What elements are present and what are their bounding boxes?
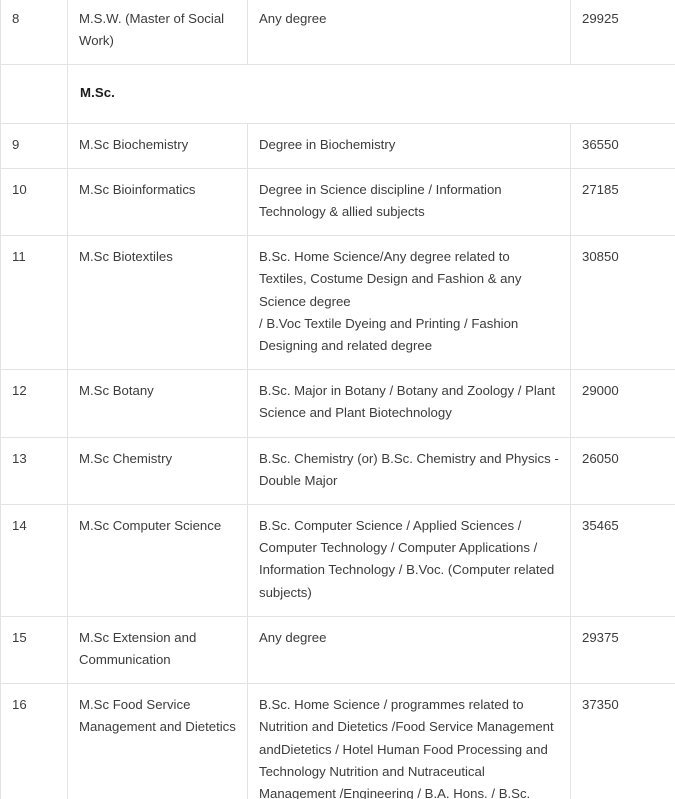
row-course-name: M.Sc Food Service Management and Dieteti…: [67, 683, 248, 799]
row-fee: 29925: [570, 0, 675, 66]
row-serial-number: 10: [0, 167, 68, 237]
row-eligibility: B.Sc. Major in Botany / Botany and Zoolo…: [247, 369, 571, 438]
row-serial-number: 8: [0, 0, 68, 66]
row-fee: 26050: [570, 436, 675, 506]
table-row: 8 M.S.W. (Master of Social Work) Any deg…: [0, 0, 675, 66]
row-serial-number: 12: [0, 369, 68, 438]
row-fee: 36550: [570, 122, 675, 169]
row-fee: 30850: [570, 235, 675, 371]
row-serial-number: 11: [0, 235, 68, 371]
row-fee: 37350: [570, 683, 675, 799]
row-fee: 29375: [570, 615, 675, 685]
table-row: 10 M.Sc Bioinformatics Degree in Science…: [0, 167, 675, 237]
row-course-name: M.Sc Biotextiles: [67, 235, 248, 371]
row-eligibility-line: B.Sc. Home Science/Any degree related to…: [259, 249, 522, 309]
row-course-name: M.Sc Biochemistry: [67, 122, 248, 169]
table-row: 15 M.Sc Extension and Communication Any …: [0, 615, 675, 685]
row-eligibility: Degree in Biochemistry: [247, 122, 571, 169]
row-eligibility: Any degree: [247, 615, 571, 685]
group-serial-blank: [0, 64, 68, 124]
row-course-name: M.Sc Computer Science: [67, 504, 248, 617]
row-eligibility: B.Sc. Home Science/Any degree related to…: [247, 235, 571, 371]
row-eligibility: B.Sc. Computer Science / Applied Science…: [247, 504, 571, 617]
row-course-name: M.S.W. (Master of Social Work): [67, 0, 248, 66]
row-serial-number: 15: [0, 615, 68, 685]
row-fee: 35465: [570, 504, 675, 617]
row-serial-number: 16: [0, 683, 68, 799]
row-eligibility: B.Sc. Chemistry (or) B.Sc. Chemistry and…: [247, 436, 571, 506]
table-row: 13 M.Sc Chemistry B.Sc. Chemistry (or) B…: [0, 436, 675, 506]
row-course-name: M.Sc Botany: [67, 369, 248, 438]
row-course-name: M.Sc Chemistry: [67, 436, 248, 506]
row-eligibility: Degree in Science discipline / Informati…: [247, 167, 571, 237]
table-row: 9 M.Sc Biochemistry Degree in Biochemist…: [0, 122, 675, 169]
row-fee: 27185: [570, 167, 675, 237]
row-serial-number: 13: [0, 436, 68, 506]
row-eligibility-line: / B.Voc Textile Dyeing and Printing / Fa…: [259, 315, 519, 354]
table-row: 11 M.Sc Biotextiles B.Sc. Home Science/A…: [0, 235, 675, 371]
table-row: 14 M.Sc Computer Science B.Sc. Computer …: [0, 504, 675, 617]
table-group-heading-row: M.Sc.: [0, 64, 675, 124]
group-heading-label: M.Sc.: [67, 64, 675, 124]
row-eligibility: B.Sc. Home Science / programmes related …: [247, 683, 571, 799]
row-course-name: M.Sc Extension and Communication: [67, 615, 248, 685]
row-fee: 29000: [570, 369, 675, 438]
row-serial-number: 9: [0, 122, 68, 169]
table-row: 16 M.Sc Food Service Management and Diet…: [0, 683, 675, 799]
row-serial-number: 14: [0, 504, 68, 617]
row-eligibility: Any degree: [247, 0, 571, 66]
row-course-name: M.Sc Bioinformatics: [67, 167, 248, 237]
table-row: 12 M.Sc Botany B.Sc. Major in Botany / B…: [0, 369, 675, 438]
